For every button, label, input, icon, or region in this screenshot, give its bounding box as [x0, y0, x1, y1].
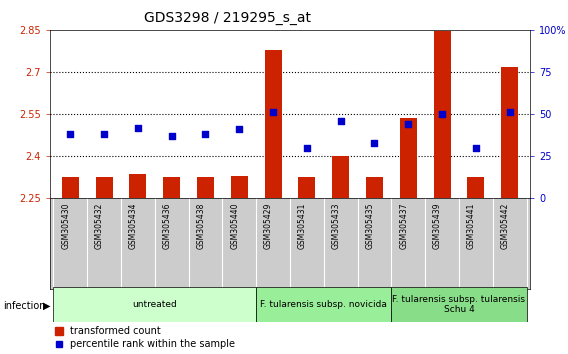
Text: GSM305439: GSM305439 [433, 203, 442, 249]
Point [133, 125, 143, 130]
Bar [62, 177, 79, 354]
Point [437, 111, 446, 117]
Legend: transformed count, percentile rank within the sample: transformed count, percentile rank withi… [55, 326, 235, 349]
Text: GSM305441: GSM305441 [467, 203, 476, 249]
Point [404, 121, 413, 127]
Text: GSM305437: GSM305437 [399, 203, 408, 249]
Text: GSM305432: GSM305432 [95, 203, 104, 249]
Text: GSM305430: GSM305430 [61, 203, 70, 249]
Text: GSM305438: GSM305438 [197, 203, 206, 249]
Point [302, 145, 311, 150]
Point [167, 133, 176, 139]
Point [370, 140, 379, 145]
Point [505, 110, 514, 115]
Text: GSM305442: GSM305442 [500, 203, 509, 249]
Bar [501, 67, 518, 354]
Point [269, 110, 278, 115]
Text: GSM305436: GSM305436 [162, 203, 172, 249]
Point [336, 118, 345, 124]
Point [66, 131, 75, 137]
Text: F. tularensis subsp. tularensis
Schu 4: F. tularensis subsp. tularensis Schu 4 [392, 295, 525, 314]
Bar [298, 177, 315, 354]
Point [235, 126, 244, 132]
Text: GSM305440: GSM305440 [230, 203, 239, 249]
Bar [400, 118, 417, 354]
Bar [433, 32, 450, 354]
Bar [256, 287, 391, 322]
Bar [231, 176, 248, 354]
Bar [95, 177, 112, 354]
Bar [197, 177, 214, 354]
Point [471, 145, 481, 150]
Text: GSM305429: GSM305429 [264, 203, 273, 249]
Bar [467, 177, 485, 354]
Bar [265, 50, 282, 354]
Text: GSM305431: GSM305431 [298, 203, 307, 249]
Text: infection: infection [3, 301, 45, 311]
Bar [391, 287, 527, 322]
Point [201, 131, 210, 137]
Point [99, 131, 108, 137]
Text: F. tularensis subsp. novicida: F. tularensis subsp. novicida [260, 300, 387, 309]
Text: GSM305435: GSM305435 [365, 203, 374, 249]
Text: ▶: ▶ [43, 301, 50, 311]
Text: untreated: untreated [132, 300, 177, 309]
Text: GSM305434: GSM305434 [129, 203, 138, 249]
Bar [130, 175, 147, 354]
Bar [53, 287, 256, 322]
Bar [332, 156, 349, 354]
Text: GSM305433: GSM305433 [332, 203, 341, 249]
Text: GDS3298 / 219295_s_at: GDS3298 / 219295_s_at [144, 11, 311, 25]
Bar [163, 177, 180, 354]
Bar [366, 177, 383, 354]
